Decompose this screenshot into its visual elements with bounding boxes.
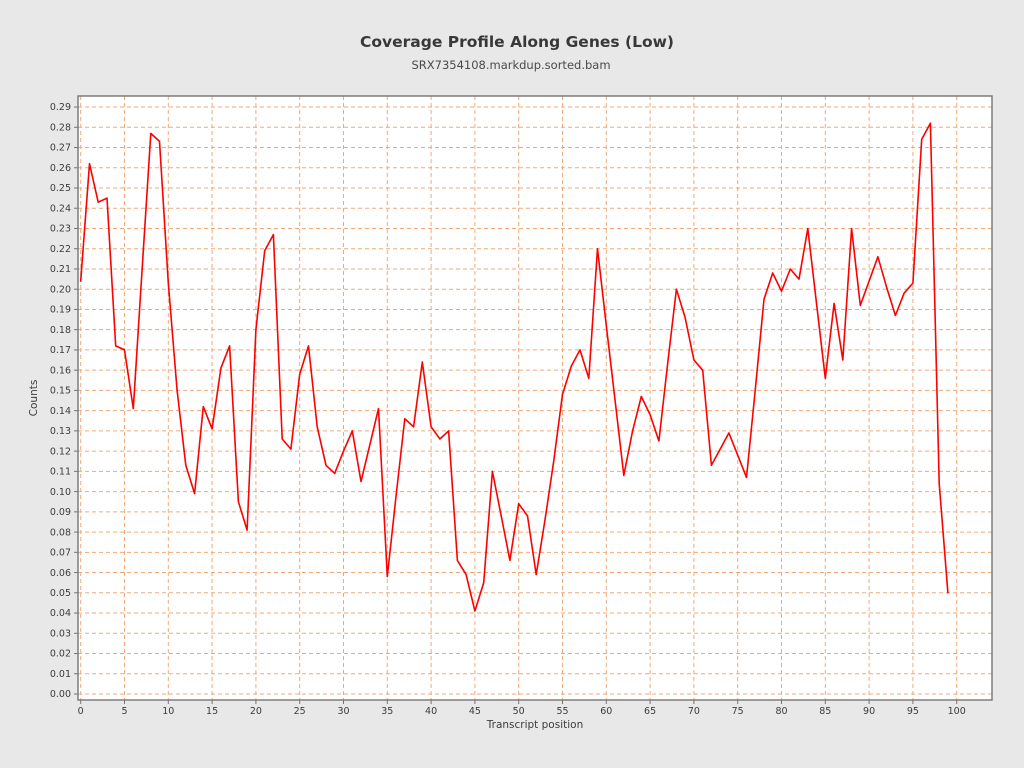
y-tick-label: 0.09 (50, 507, 71, 518)
y-tick-label: 0.18 (50, 325, 71, 336)
x-tick-label: 90 (863, 706, 875, 717)
x-tick-label: 0 (78, 706, 84, 717)
x-tick-label: 100 (948, 706, 966, 717)
y-tick-label: 0.29 (50, 102, 71, 113)
y-tick-label: 0.20 (50, 284, 71, 295)
x-tick-label: 65 (644, 706, 656, 717)
chart-title: Coverage Profile Along Genes (Low) (360, 33, 674, 51)
y-tick-label: 0.12 (50, 446, 71, 457)
x-tick-label: 15 (206, 706, 218, 717)
x-tick-label: 30 (337, 706, 349, 717)
y-tick-label: 0.00 (50, 689, 71, 700)
y-axis-title: Counts (28, 380, 40, 417)
y-tick-label: 0.23 (50, 224, 71, 235)
x-tick-label: 40 (425, 706, 437, 717)
x-tick-label: 25 (294, 706, 306, 717)
y-tick-label: 0.15 (50, 386, 71, 397)
plot-area: 0.00 0.01 0.02 0.03 0.04 0.05 0.06 0.07 0.08 0.09… (50, 95, 993, 717)
x-tick-label: 45 (469, 706, 481, 717)
x-tick-label: 20 (250, 706, 262, 717)
plot-border (77, 95, 993, 701)
y-tick-label: 0.22 (50, 244, 71, 255)
x-tick-label: 10 (162, 706, 174, 717)
y-tick-label: 0.05 (50, 588, 71, 599)
x-tick-label: 35 (381, 706, 393, 717)
y-tick-label: 0.28 (50, 122, 71, 133)
y-tick-label: 0.14 (50, 406, 71, 417)
x-tick-label: 85 (819, 706, 831, 717)
y-tick-label: 0.19 (50, 305, 71, 316)
y-tick-label: 0.13 (50, 426, 71, 437)
y-tick-label: 0.01 (50, 669, 71, 680)
y-tick-label: 0.17 (50, 345, 71, 356)
y-tick-label: 0.21 (50, 264, 71, 275)
x-tick-label: 50 (513, 706, 525, 717)
y-tick-label: 0.04 (50, 608, 71, 619)
y-tick-label: 0.25 (50, 183, 71, 194)
y-tick-label: 0.24 (50, 203, 71, 214)
x-tick-label: 80 (775, 706, 787, 717)
x-tick-label: 55 (556, 706, 568, 717)
y-tick-label: 0.07 (50, 548, 71, 559)
y-tick-label: 0.11 (50, 467, 71, 478)
y-tick-label: 0.16 (50, 365, 71, 376)
x-axis-title: Transcript position (486, 719, 583, 731)
x-tick-label: 60 (600, 706, 612, 717)
x-tick-label: 95 (907, 706, 919, 717)
y-tick-label: 0.08 (50, 527, 71, 538)
x-tick-label: 70 (688, 706, 700, 717)
plot-background (78, 96, 992, 700)
y-tick-label: 0.26 (50, 163, 71, 174)
chart-subtitle: SRX7354108.markdup.sorted.bam (411, 58, 610, 72)
y-tick-label: 0.03 (50, 628, 71, 639)
y-tick-label: 0.02 (50, 649, 71, 660)
coverage-line (79, 122, 949, 612)
x-tick-label: 5 (121, 706, 127, 717)
x-tick-label: 75 (732, 706, 744, 717)
y-tick-label: 0.10 (50, 487, 71, 498)
y-tick-label: 0.06 (50, 568, 71, 579)
y-tick-label: 0.27 (50, 143, 71, 154)
